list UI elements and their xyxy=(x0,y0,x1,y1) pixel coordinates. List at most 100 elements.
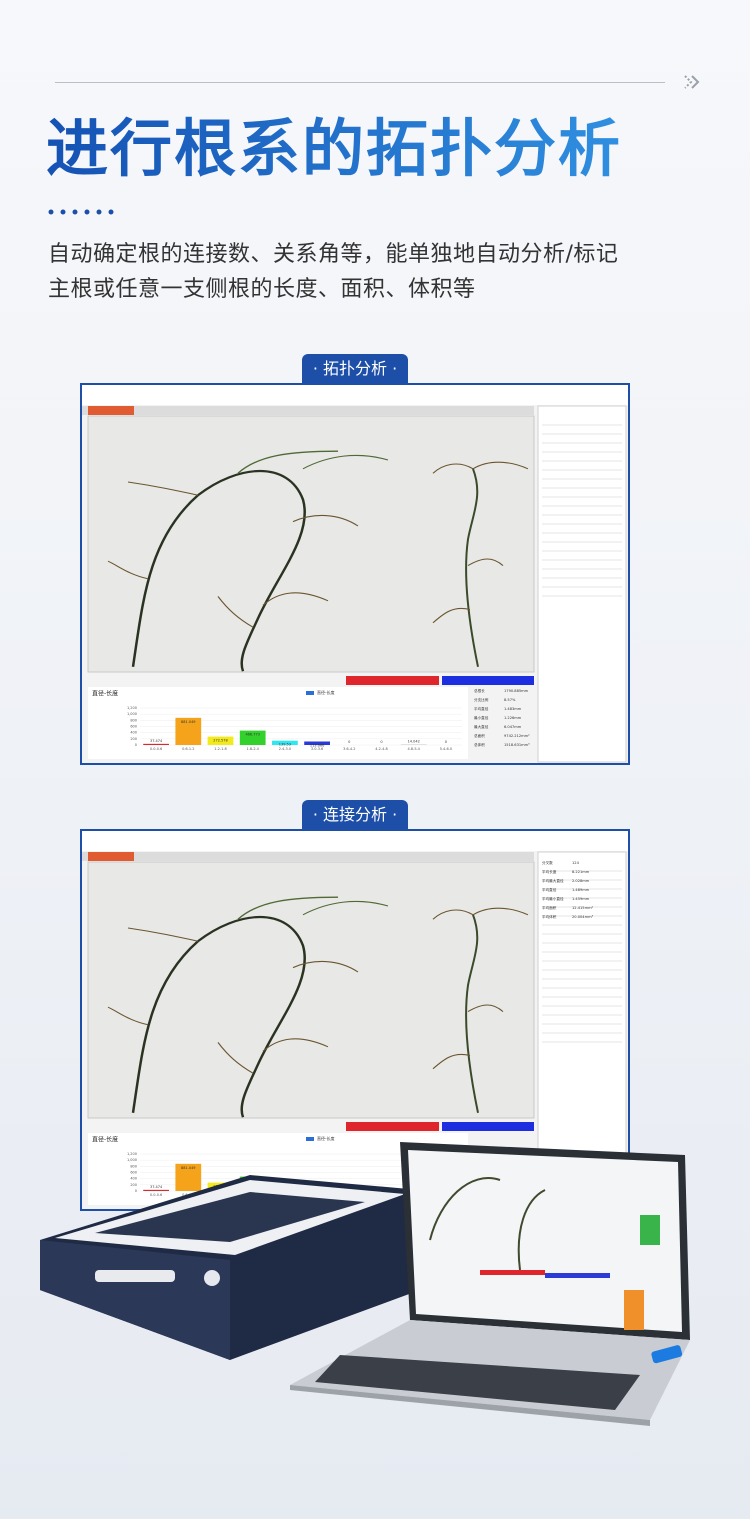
root xyxy=(262,1038,329,1052)
side-panel xyxy=(537,851,627,1209)
laptop-keyboard xyxy=(315,1355,640,1410)
root xyxy=(432,463,474,474)
arrow-icon xyxy=(684,75,700,89)
y-tick-label: 0 xyxy=(135,1189,137,1193)
y-tick-label: 600 xyxy=(130,1171,137,1175)
root xyxy=(127,927,199,942)
stat-name: 平均长度 xyxy=(542,869,557,874)
y-tick-label: 200 xyxy=(130,737,137,741)
value-label: 881.049 xyxy=(181,1166,195,1170)
menu-bar xyxy=(82,385,628,405)
legend-swatch xyxy=(306,1137,314,1141)
stat-value: 1518.631mm³ xyxy=(504,743,530,747)
chart-title: 直径-长度 xyxy=(92,690,118,698)
x-tick-label: 3.6-4.2 xyxy=(343,747,355,751)
stat-name: 总根长 xyxy=(474,688,485,693)
root xyxy=(432,1054,471,1070)
root xyxy=(472,461,529,470)
legend-label: 直径-长度 xyxy=(317,689,334,695)
y-tick-label: 800 xyxy=(130,718,137,722)
legend-label: 直径-长度 xyxy=(317,1135,334,1141)
y-tick-label: 800 xyxy=(130,1164,137,1168)
stat-value: 124 xyxy=(572,861,580,865)
root xyxy=(107,560,149,580)
stat-value: 1.489mm xyxy=(572,888,590,892)
stat-value: 20.004mm³ xyxy=(572,915,594,919)
value-label: 881.049 xyxy=(181,720,195,724)
scanner-logo xyxy=(204,1270,220,1286)
x-tick-label: 0.6-1.2 xyxy=(182,747,194,751)
root xyxy=(302,900,389,916)
y-tick-label: 0 xyxy=(135,743,137,747)
root xyxy=(467,558,504,567)
value-label: 14.042 xyxy=(408,740,420,744)
panel-badge: · 连接分析 · xyxy=(302,800,408,830)
tab-bar xyxy=(82,852,534,861)
devices xyxy=(40,1142,690,1426)
root xyxy=(465,468,479,667)
root xyxy=(127,481,199,496)
root xyxy=(217,596,254,628)
value-label: 113.666 xyxy=(310,743,324,747)
button xyxy=(442,676,534,685)
y-tick-label: 1,200 xyxy=(127,1152,137,1156)
bar xyxy=(175,1163,202,1191)
x-tick-label: 1.8-2.4 xyxy=(246,747,259,751)
screen-button xyxy=(545,1273,610,1278)
root xyxy=(292,960,359,973)
usb-dongle xyxy=(651,1345,683,1364)
stat-name: 平均面积 xyxy=(542,905,557,910)
stat-value: 1.483mm xyxy=(504,707,522,711)
screenshot: 直径-长度 直径-长度 0 200 400 600 800 1,000 1,200 37.474 0… xyxy=(80,829,630,1211)
stat-value: 1.226mm xyxy=(504,716,522,720)
description: 主根或任意一支侧根的长度、面积、体积等 xyxy=(48,277,476,302)
root xyxy=(262,592,329,606)
value-label: 272.578 xyxy=(213,739,227,743)
stat-name: 分叉数 xyxy=(542,860,553,865)
button xyxy=(442,1122,534,1131)
divider xyxy=(55,82,665,83)
root xyxy=(292,514,359,527)
root xyxy=(131,469,306,672)
root xyxy=(432,909,474,920)
bar xyxy=(143,743,169,745)
stat-name: 平均体积 xyxy=(542,914,557,919)
screen-table xyxy=(624,1290,644,1330)
screenshot: 直径-长度 直径-长度 0 200 400 600 800 1,000 1,200 37.474 0… xyxy=(80,383,630,765)
button xyxy=(346,1122,439,1131)
root xyxy=(107,1006,149,1026)
bar xyxy=(143,1189,169,1191)
stat-name: 分支比例 xyxy=(474,697,489,702)
x-tick-label: 1.2-1.8 xyxy=(214,747,226,751)
screen-button xyxy=(480,1270,545,1275)
x-tick-label: 4.8-5.4 xyxy=(407,747,420,751)
bar xyxy=(175,717,202,745)
software-window: 直径-长度 直径-长度 0 200 400 600 800 1,000 1,200 37.474 0… xyxy=(82,831,628,1209)
y-tick-label: 600 xyxy=(130,725,137,729)
root xyxy=(237,450,339,474)
stat-name: 最大直径 xyxy=(474,724,489,729)
value-label: 0 xyxy=(348,740,350,744)
laptop-screen xyxy=(408,1150,682,1332)
root xyxy=(432,608,471,624)
laptop-edge xyxy=(290,1385,650,1426)
stat-value: 2.028mm xyxy=(572,879,590,883)
stat-value: 6.047mm xyxy=(504,725,522,729)
x-tick-label: 3.0-3.6 xyxy=(311,747,323,751)
stat-name: 平均直径 xyxy=(542,887,557,892)
y-tick-label: 400 xyxy=(130,731,137,735)
chart-title: 直径-长度 xyxy=(92,1136,118,1144)
y-tick-label: 200 xyxy=(130,1183,137,1187)
stat-value: 1790.885mm xyxy=(504,689,529,693)
stat-name: 平均最大直径 xyxy=(542,878,564,883)
x-tick-label: 0.0-0.6 xyxy=(150,747,162,751)
value-label: 0 xyxy=(380,740,382,744)
value-label: 139.53 xyxy=(279,743,291,747)
bar xyxy=(272,740,298,745)
tab-bar xyxy=(82,406,534,415)
scanner-glass xyxy=(95,1192,365,1242)
description: 自动确定根的连接数、关系角等，能单独地自动分析/标记 xyxy=(48,242,619,267)
root xyxy=(467,1004,504,1013)
value-label: 466.773 xyxy=(245,733,259,737)
